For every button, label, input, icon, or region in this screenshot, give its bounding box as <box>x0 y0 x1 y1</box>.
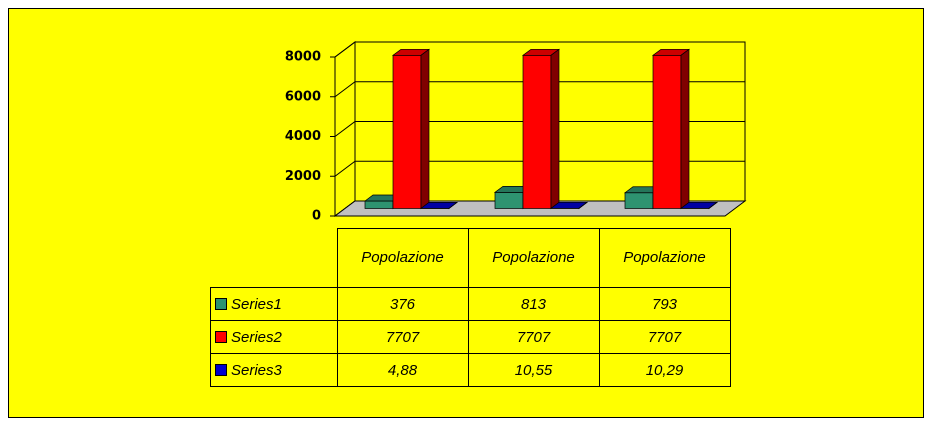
y-tick-label: 6000 <box>285 89 321 104</box>
grid-line <box>334 160 745 177</box>
legend-cell: Series1 <box>210 287 338 321</box>
legend-swatch <box>215 363 227 376</box>
bar-side <box>448 201 458 210</box>
category-label: Popolazione <box>467 228 600 288</box>
value-label: 10,55 <box>467 353 600 387</box>
value-label: 7707 <box>336 320 469 354</box>
bar-side <box>420 48 430 210</box>
series-row: Series2 7707 7707 7707 <box>210 320 731 354</box>
y-tick-label: 2000 <box>285 169 321 184</box>
data-table: Popolazione Popolazione Popolazione Series1… <box>210 228 731 387</box>
bar <box>549 201 589 210</box>
grid-line <box>334 121 745 137</box>
bar-side <box>578 201 588 210</box>
bar-side <box>708 201 718 210</box>
corner <box>210 228 338 288</box>
grid-line <box>334 41 745 58</box>
y-tick-label: 4000 <box>285 129 321 144</box>
bar <box>419 201 459 210</box>
value-label: 10,29 <box>598 353 731 387</box>
value-label: 7707 <box>467 320 600 354</box>
bar-front <box>652 54 682 209</box>
legend-cell: Series3 <box>210 353 338 387</box>
category-label: Popolazione <box>336 228 469 288</box>
value-label: 376 <box>336 287 469 321</box>
value-label: 4,88 <box>336 353 469 387</box>
bar-front <box>522 54 552 209</box>
value-label: 793 <box>598 287 731 321</box>
legend-label: Series2 <box>231 328 282 346</box>
bar-front <box>392 54 422 209</box>
legend-cell: Series2 <box>210 320 338 354</box>
bar-front <box>624 192 654 209</box>
value-label: 813 <box>467 287 600 321</box>
series-row: Series3 4,88 10,55 10,29 <box>210 353 731 387</box>
value-label: 7707 <box>598 320 731 354</box>
y-tick-label: 0 <box>312 209 321 224</box>
bar <box>679 201 719 210</box>
legend-swatch <box>215 297 227 310</box>
grid-line <box>334 81 745 98</box>
header-row: Popolazione Popolazione Popolazione <box>210 228 731 288</box>
series-row: Series1 376 813 793 <box>210 287 731 321</box>
bar <box>521 48 561 210</box>
bar <box>391 48 431 210</box>
bar-front <box>364 200 394 209</box>
bar-front <box>494 191 524 209</box>
legend-swatch <box>215 330 227 343</box>
bar-side <box>680 48 690 210</box>
bar-side <box>550 48 560 210</box>
category-label: Popolazione <box>598 228 731 288</box>
y-tick-label: 8000 <box>285 50 321 65</box>
legend-label: Series1 <box>231 295 282 313</box>
bar <box>651 48 691 210</box>
legend-label: Series3 <box>231 361 282 379</box>
